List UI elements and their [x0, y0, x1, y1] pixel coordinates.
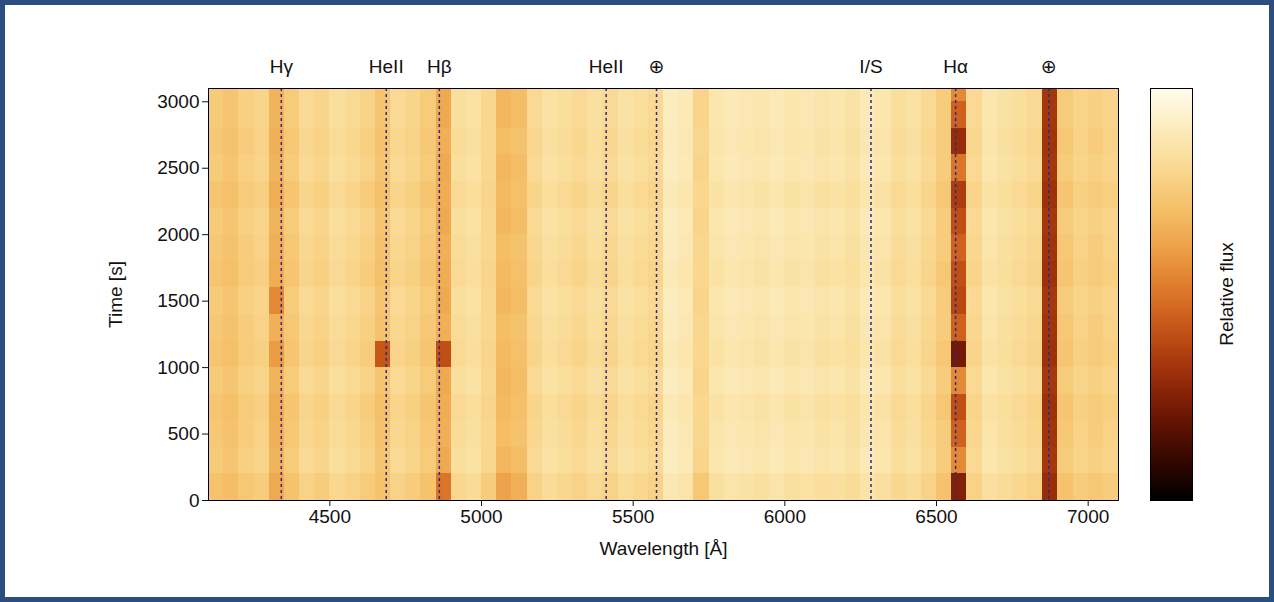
svg-text:2000: 2000 — [157, 224, 199, 245]
svg-text:7000: 7000 — [1067, 506, 1109, 527]
svg-text:Hα: Hα — [943, 56, 968, 77]
svg-text:1000: 1000 — [157, 357, 199, 378]
svg-text:1500: 1500 — [157, 290, 199, 311]
svg-text:Hβ: Hβ — [427, 56, 452, 77]
svg-text:HeII: HeII — [369, 56, 404, 77]
svg-text:3000: 3000 — [157, 91, 199, 112]
html-text:Relative flux: Relative flux — [1216, 242, 1237, 346]
svg-text:Wavelength [Å]: Wavelength [Å] — [599, 538, 727, 559]
svg-text:0: 0 — [189, 490, 200, 511]
svg-text:5000: 5000 — [460, 506, 502, 527]
svg-text:2500: 2500 — [157, 157, 199, 178]
svg-text:500: 500 — [168, 423, 200, 444]
svg-text:6000: 6000 — [764, 506, 806, 527]
svg-text:5500: 5500 — [612, 506, 654, 527]
svg-text:I/S: I/S — [859, 56, 882, 77]
svg-text:⊕: ⊕ — [649, 56, 665, 77]
svg-text:Time [s]: Time [s] — [105, 261, 126, 328]
svg-text:Hγ: Hγ — [270, 56, 294, 77]
svg-text:⊕: ⊕ — [1041, 56, 1057, 77]
svg-text:HeII: HeII — [589, 56, 624, 77]
svg-text:6500: 6500 — [915, 506, 957, 527]
svg-text:4500: 4500 — [309, 506, 351, 527]
